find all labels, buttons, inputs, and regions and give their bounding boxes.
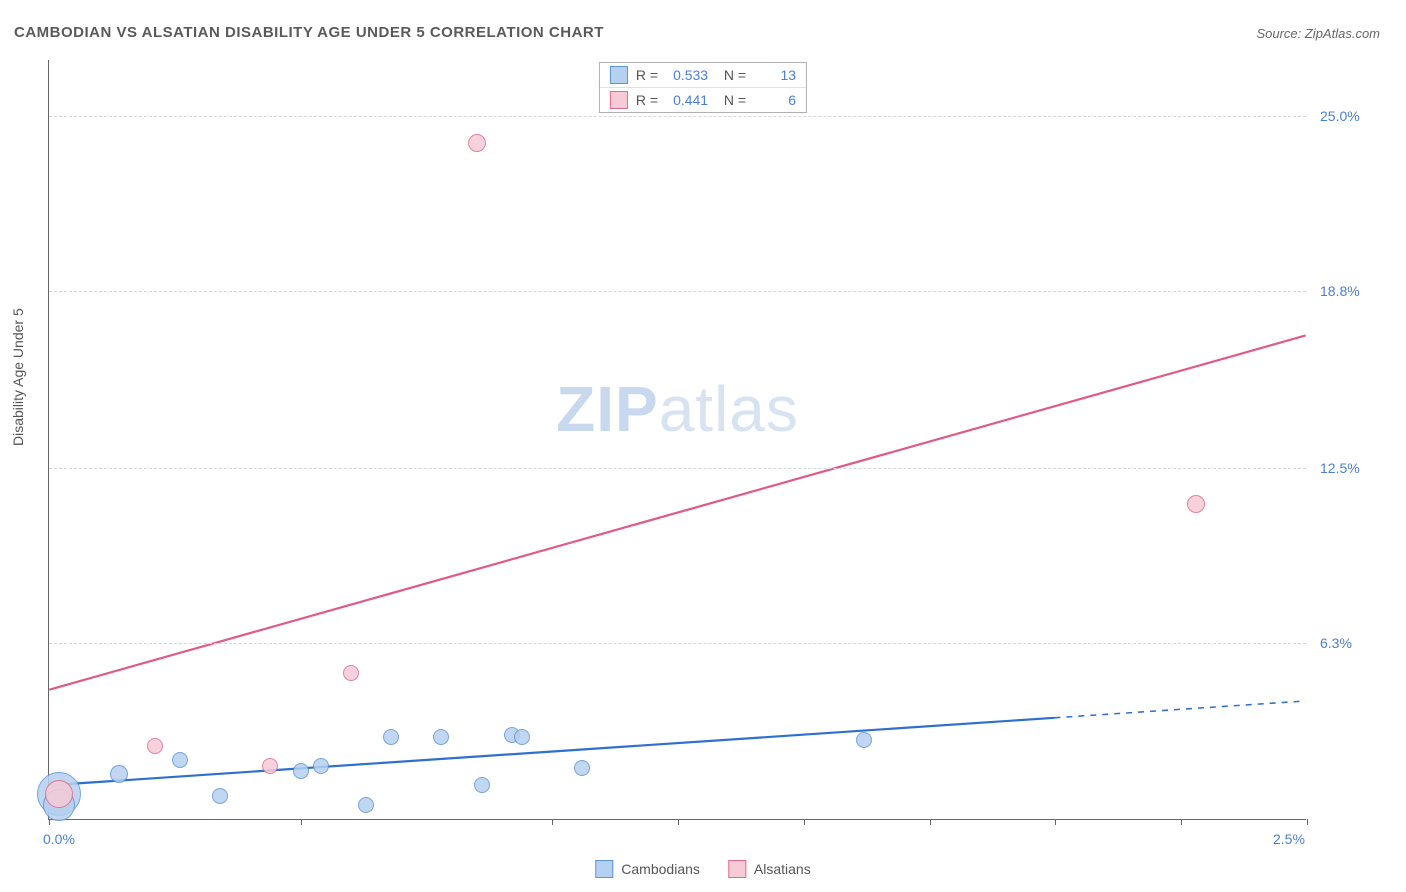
stat-n-label: N = [716, 92, 746, 108]
legend-label: Cambodians [621, 861, 700, 877]
plot-area: ZIPatlas 6.3%12.5%18.8%25.0%0.0%2.5% [48, 60, 1306, 820]
stat-n-value: 13 [754, 67, 796, 83]
alsatians-point [1187, 495, 1205, 513]
cambodians-trendline [49, 718, 1054, 785]
cambodians-point [212, 788, 228, 804]
stat-r-label: R = [636, 67, 658, 83]
alsatians-point [468, 134, 486, 152]
x-tick [930, 819, 931, 825]
watermark: ZIPatlas [556, 372, 799, 446]
legend-label: Alsatians [754, 861, 811, 877]
x-tick [552, 819, 553, 825]
alsatians-point [343, 665, 359, 681]
cambodians-point [474, 777, 490, 793]
x-tick [1055, 819, 1056, 825]
cambodians-point [358, 797, 374, 813]
legend-item-alsatians: Alsatians [728, 860, 811, 878]
stat-r-value: 0.441 [666, 92, 708, 108]
cambodians-point [433, 729, 449, 745]
legend-swatch [595, 860, 613, 878]
y-tick-label: 18.8% [1320, 283, 1390, 299]
alsatians-trendline [49, 335, 1305, 689]
trend-lines [49, 60, 1306, 819]
cambodians-point [293, 763, 309, 779]
gridline [49, 291, 1306, 292]
x-tick [678, 819, 679, 825]
chart-title: CAMBODIAN VS ALSATIAN DISABILITY AGE UND… [14, 24, 604, 41]
gridline [49, 643, 1306, 644]
gridline [49, 468, 1306, 469]
x-tick [1307, 819, 1308, 825]
cambodians-point [172, 752, 188, 768]
stat-r-value: 0.533 [666, 67, 708, 83]
cambodians-point [574, 760, 590, 776]
stat-n-label: N = [716, 67, 746, 83]
alsatians-swatch [610, 91, 628, 109]
cambodians-point [110, 765, 128, 783]
cambodians-trendline-extrapolated [1054, 701, 1305, 718]
x-tick [1181, 819, 1182, 825]
alsatians-point [262, 758, 278, 774]
series-legend: Cambodians Alsatians [595, 860, 810, 878]
y-tick-label: 12.5% [1320, 460, 1390, 476]
legend-swatch [728, 860, 746, 878]
cambodians-point [856, 732, 872, 748]
y-axis-label: Disability Age Under 5 [10, 308, 26, 446]
x-tick [49, 819, 50, 825]
legend-item-cambodians: Cambodians [595, 860, 700, 878]
alsatians-point [147, 738, 163, 754]
x-tick-label: 0.0% [43, 831, 75, 847]
stats-row-cambodians: R = 0.533 N = 13 [600, 63, 806, 87]
cambodians-point [383, 729, 399, 745]
x-tick [804, 819, 805, 825]
cambodians-point [313, 758, 329, 774]
stats-row-alsatians: R = 0.441 N = 6 [600, 87, 806, 112]
stat-n-value: 6 [754, 92, 796, 108]
x-tick-label: 2.5% [1273, 831, 1305, 847]
y-tick-label: 25.0% [1320, 108, 1390, 124]
cambodians-swatch [610, 66, 628, 84]
gridline [49, 116, 1306, 117]
stats-legend: R = 0.533 N = 13 R = 0.441 N = 6 [599, 62, 807, 113]
stat-r-label: R = [636, 92, 658, 108]
correlation-chart: CAMBODIAN VS ALSATIAN DISABILITY AGE UND… [0, 0, 1406, 892]
source-label: Source: ZipAtlas.com [1256, 26, 1380, 41]
alsatians-point [45, 780, 73, 808]
cambodians-point [514, 729, 530, 745]
x-tick [301, 819, 302, 825]
y-tick-label: 6.3% [1320, 635, 1390, 651]
